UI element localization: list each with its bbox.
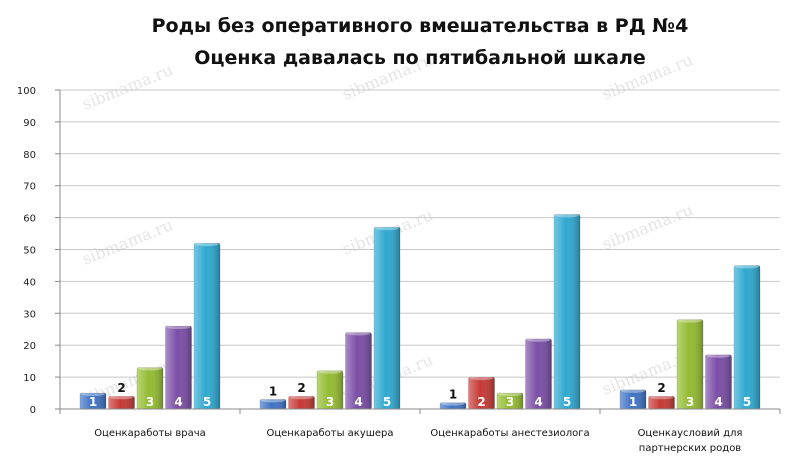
category-label-line: партнерских родов [639, 443, 742, 454]
bar-shading [620, 389, 646, 409]
bar-top-highlight [469, 376, 494, 381]
bar-top-highlight [555, 213, 579, 218]
bar-top-highlight [166, 325, 191, 330]
y-tick-label: 10 [23, 373, 36, 384]
bar-top-highlight [81, 392, 105, 397]
bar-series-label: 4 [354, 395, 362, 409]
chart-title: Роды без оперативного вмешательства в РД… [152, 15, 689, 37]
y-tick-label: 80 [23, 150, 36, 161]
bar-top-highlight [498, 392, 522, 397]
bars: 1 2 3 4 5 1 2 3 4 5 1 2 3 4 5 1 2 3 4 5 [79, 213, 761, 410]
gridlines [60, 89, 780, 410]
y-tick-label: 70 [23, 182, 36, 193]
bar-series-label: 3 [326, 395, 334, 409]
bar-series-label: 2 [477, 395, 485, 409]
bar-series-label: 5 [203, 395, 211, 409]
bar-series-label: 1 [269, 384, 277, 398]
y-tick-label: 90 [23, 118, 36, 129]
category-label: Оценкаработы анестезиолога [430, 428, 589, 439]
bar-series-label: 3 [146, 395, 154, 409]
bar-top-highlight [621, 388, 645, 393]
bar-top-highlight [138, 366, 162, 371]
bar-series-label: 5 [563, 395, 571, 409]
bar-top-highlight [649, 395, 674, 400]
bar-top-highlight [289, 395, 314, 400]
bar-series-label: 1 [89, 395, 97, 409]
y-tick-label: 0 [30, 405, 36, 416]
bar-top-highlight [706, 353, 731, 358]
y-tick-label: 60 [23, 214, 36, 225]
category-label: Оценкаусловий для партнерских родов [638, 428, 743, 454]
bar-shading [317, 370, 343, 409]
bar-shading [288, 396, 315, 409]
bar-series-label: 2 [297, 381, 305, 395]
y-axis: 0 10 20 30 40 50 60 70 80 90 100 [17, 86, 61, 416]
bar-series-label: 4 [534, 395, 542, 409]
bar-shading [677, 319, 703, 409]
y-tick-label: 50 [23, 246, 36, 257]
bar-top-highlight [678, 318, 702, 323]
bar-top-highlight [195, 242, 219, 247]
bar-shading [525, 338, 552, 409]
bar-shading [345, 332, 372, 409]
bar-top-highlight [346, 331, 371, 336]
bar-top-highlight [441, 401, 465, 406]
bar-top-highlight [735, 264, 759, 269]
bar-series-label: 3 [686, 395, 694, 409]
bar-top-highlight [109, 395, 134, 400]
watermark-text: sibmama.ru [79, 60, 175, 114]
y-tick-label: 20 [23, 341, 36, 352]
bar-series-label: 1 [449, 388, 457, 402]
bar-series-label: 2 [117, 381, 125, 395]
bar-series-label: 2 [657, 381, 665, 395]
bar-shading [108, 396, 135, 409]
bar-shading [734, 265, 760, 409]
watermark-text: sibmama.ru [599, 200, 695, 254]
bar-shading [497, 393, 523, 409]
chart-subtitle: Оценка давалась по пятибальной шкале [194, 47, 646, 69]
category-label-line: Оценкаработы анестезиолога [430, 428, 589, 439]
bar-series-label: 4 [174, 395, 182, 409]
bar-shading [80, 393, 106, 409]
bar-series-label: 5 [383, 395, 391, 409]
bar-top-highlight [375, 226, 399, 231]
bar-shading [705, 354, 732, 409]
bar-top-highlight [318, 369, 342, 374]
y-tick-label: 100 [17, 86, 36, 97]
bar-series-label: 1 [629, 395, 637, 409]
bar-shading [194, 243, 220, 409]
bar-shading [260, 399, 286, 409]
bar-shading [137, 367, 163, 409]
category-label: Оценкаработы акушера [266, 428, 393, 439]
y-tick-label: 30 [23, 309, 36, 320]
bar-series-label: 4 [714, 395, 722, 409]
bar-series-label: 3 [506, 395, 514, 409]
y-tick-label: 40 [23, 277, 36, 288]
bar-shading [468, 377, 495, 409]
category-label: Оценкаработы врача [94, 428, 206, 439]
bar-shading [165, 326, 192, 409]
bar-shading [648, 396, 675, 409]
bar-shading [374, 227, 400, 409]
category-label-line: Оценкаработы врача [94, 428, 206, 439]
category-label-line: Оценкаусловий для [638, 428, 743, 439]
bar-shading [440, 402, 466, 409]
bar-top-highlight [526, 337, 551, 342]
bar-series-label: 5 [743, 395, 751, 409]
watermark-text: sibmama.ru [79, 215, 175, 269]
x-axis: Оценкаработы врача Оценкаработы акушера Оц… [59, 408, 781, 454]
bar-top-highlight [261, 398, 285, 403]
category-label-line: Оценкаработы акушера [266, 428, 393, 439]
bar-shading [554, 214, 580, 409]
